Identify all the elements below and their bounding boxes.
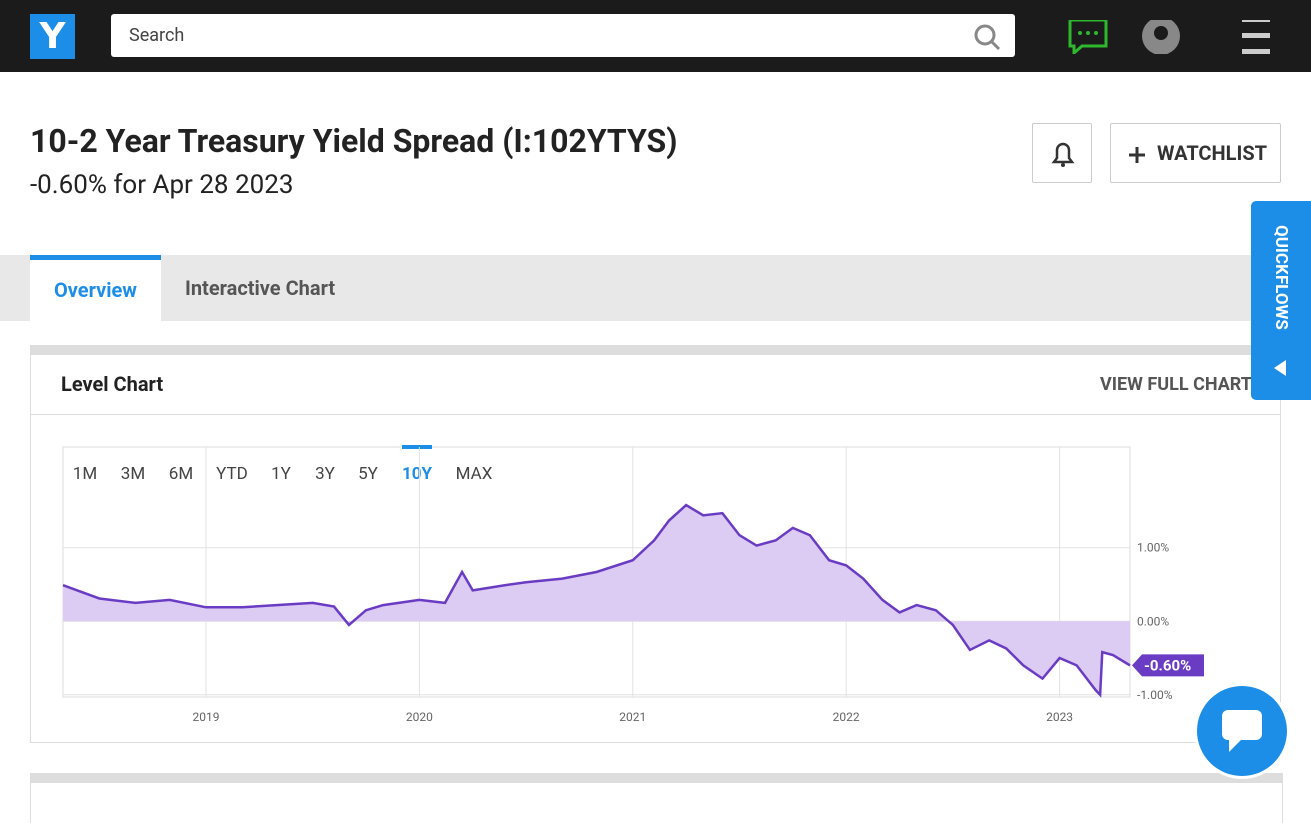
chat-icon[interactable]: [1068, 20, 1108, 54]
range-button[interactable]: 10Y: [402, 464, 433, 484]
menu-icon[interactable]: [1242, 20, 1270, 22]
range-button[interactable]: 1M: [73, 464, 97, 484]
y-tick-label: -1.00%: [1137, 688, 1173, 702]
tab[interactable]: Overview: [30, 255, 161, 321]
x-tick-label: 2021: [619, 710, 646, 724]
chat-bubble-icon: [1222, 710, 1262, 752]
range-button[interactable]: 1Y: [271, 464, 292, 484]
range-button[interactable]: 6M: [169, 464, 193, 484]
last-value-tag: [1132, 654, 1204, 677]
header-icons: [974, 20, 1270, 54]
y-tick-label: 1.00%: [1137, 541, 1169, 555]
arrow-icon: [1274, 360, 1286, 376]
range-button[interactable]: YTD: [216, 464, 248, 484]
range-indicator: [402, 445, 432, 449]
search-icon[interactable]: [974, 24, 996, 46]
range-button[interactable]: MAX: [456, 464, 493, 484]
y-tick-label: 0.00%: [1137, 614, 1169, 628]
chat-button[interactable]: [1197, 686, 1287, 776]
last-value-label: -0.60%: [1144, 656, 1191, 674]
x-tick-label: 2023: [1046, 710, 1073, 724]
range-button[interactable]: 3M: [121, 464, 145, 484]
alert-button[interactable]: [1032, 123, 1092, 183]
card-title: Level Chart: [61, 372, 164, 396]
tab[interactable]: Interactive Chart: [185, 276, 336, 300]
bell-icon: [1051, 142, 1075, 167]
chart: 1M 3M 6M YTD 1Y 3Y 5Y 10Y MAX 2019 2020 2021 2022 202…: [62, 445, 1204, 724]
watchlist-label: WATCHLIST: [1157, 141, 1268, 165]
tab-bar: [0, 255, 1311, 321]
logo[interactable]: Y: [30, 14, 75, 59]
x-tick-label: 2020: [406, 710, 433, 724]
range-button[interactable]: 3Y: [315, 464, 336, 484]
area: [63, 505, 1130, 695]
subtitle: -0.60% for Apr 28 2023: [30, 170, 294, 200]
x-tick-label: 2019: [192, 710, 219, 724]
card-link[interactable]: VIEW FULL CHART: [1100, 374, 1252, 395]
card: [30, 773, 1283, 823]
search-box[interactable]: Search: [111, 14, 1015, 57]
quickflows-label: QUICKFLOWS: [1271, 225, 1291, 330]
range-button[interactable]: 5Y: [358, 464, 379, 484]
x-tick-label: 2022: [833, 710, 860, 724]
line: [62, 503, 1131, 698]
card: [30, 345, 1281, 743]
page-title: 10-2 Year Treasury Yield Spread (I:102YT…: [30, 122, 678, 160]
plus-icon: [1129, 147, 1145, 163]
divider: [31, 414, 1280, 415]
